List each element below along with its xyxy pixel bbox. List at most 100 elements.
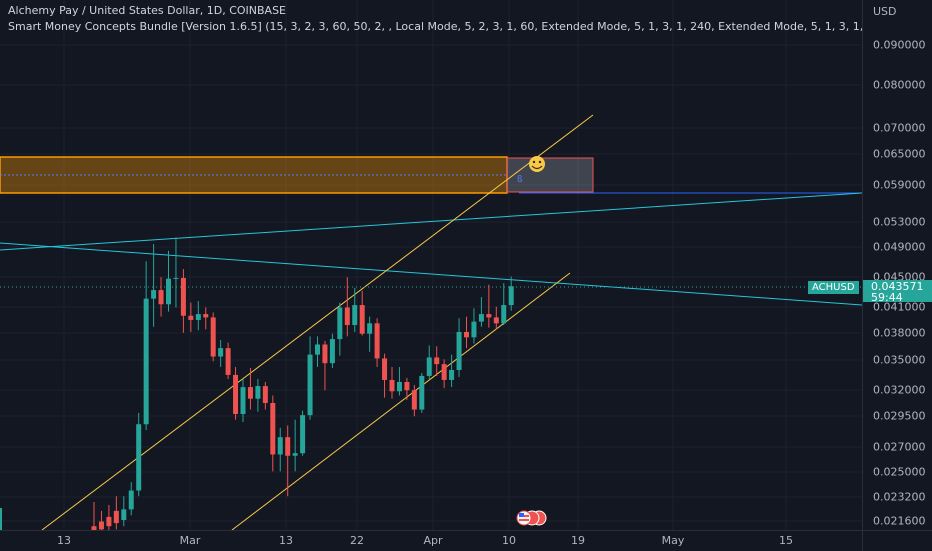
candle-body <box>292 453 298 456</box>
price-axis-label: 0.065000 <box>873 147 926 161</box>
price-axis-label: 0.049000 <box>873 240 926 254</box>
candle-body <box>0 508 2 530</box>
price-axis-label: 0.029500 <box>873 409 926 423</box>
candle-body <box>173 277 179 279</box>
symbol-price-tag: ACHUSD <box>808 281 859 294</box>
price-axis-label: 0.080000 <box>873 78 926 92</box>
time-axis-label: Apr <box>423 534 443 547</box>
candle-body <box>471 321 477 338</box>
symbol-legend-title[interactable]: Alchemy Pay / United States Dollar, 1D, … <box>8 4 287 17</box>
candle-body <box>307 354 313 416</box>
price-axis-label: 0.053000 <box>873 215 926 229</box>
candle-body <box>136 424 142 491</box>
candle-body <box>389 379 395 392</box>
time-axis-label: Mar <box>179 534 201 547</box>
candle-body <box>166 278 171 305</box>
candle-body <box>434 357 440 365</box>
time-axis-label: 13 <box>279 534 293 547</box>
chart-plot-area[interactable]: ß Alchemy Pay / United States Dollar, 1D… <box>0 0 862 530</box>
teal-upper-trend-line <box>0 192 862 251</box>
candle-body <box>374 323 380 359</box>
candle-body <box>262 386 268 403</box>
price-axis[interactable]: USD 0.090000 0.080000 0.070000 0.065000 0.05… <box>862 0 932 530</box>
price-axis-label: 0.070000 <box>873 121 926 135</box>
smiley-icon <box>529 156 545 172</box>
candle-body <box>218 348 224 357</box>
candle-body <box>225 348 231 375</box>
time-axis-label: May <box>661 534 685 547</box>
candle-body <box>247 387 253 399</box>
currency-label: USD <box>873 5 897 18</box>
candle-body <box>285 437 291 456</box>
teal-lower-trend-line <box>0 242 862 306</box>
axis-corner[interactable] <box>862 530 932 551</box>
candle-body <box>180 277 186 316</box>
candle-body <box>203 314 209 318</box>
candle-body <box>478 314 484 322</box>
indicator-legend[interactable]: Smart Money Concepts Bundle [Version 1.6… <box>8 20 862 33</box>
candle-body <box>382 358 388 380</box>
candle-body <box>329 339 335 364</box>
price-axis-label: 0.032000 <box>873 383 926 397</box>
price-axis-label: 0.027000 <box>873 440 926 454</box>
candle-body <box>240 387 246 415</box>
candle-body <box>486 314 492 318</box>
price-axis-label: 0.023200 <box>873 490 926 504</box>
channel-upper-line <box>41 114 594 530</box>
candle-body <box>91 526 97 530</box>
candle-body <box>98 521 104 530</box>
last-price-tag: 0.043571 59:44 <box>863 280 932 304</box>
time-axis-label: 15 <box>779 534 793 547</box>
price-axis-label: 0.041000 <box>873 300 926 314</box>
candle-body <box>344 307 350 326</box>
candle-body <box>158 290 164 305</box>
time-axis-label: 19 <box>571 534 585 547</box>
candle-body <box>508 286 514 306</box>
candle-body <box>501 305 507 324</box>
candle-body <box>419 375 425 410</box>
candle-body <box>367 323 373 334</box>
candle-body <box>411 390 417 410</box>
price-axis-label: 0.021600 <box>873 514 926 528</box>
candle-body <box>128 490 134 510</box>
time-axis-label: 13 <box>57 534 71 547</box>
candle-body <box>121 509 127 520</box>
candle-body <box>322 344 328 364</box>
candle-body <box>195 314 201 320</box>
chart-canvas[interactable]: ß <box>0 0 862 530</box>
candle-body <box>277 437 283 455</box>
candle-body <box>255 386 261 399</box>
price-axis-label: 0.090000 <box>873 38 926 52</box>
grid-lines <box>0 0 862 530</box>
last-price-value: 0.043571 <box>871 280 924 293</box>
candle-body <box>352 305 358 326</box>
candles <box>0 237 514 530</box>
candle-body <box>449 369 455 380</box>
candle-body <box>151 290 157 299</box>
order-block-extension <box>506 157 594 193</box>
candle-body <box>270 402 276 455</box>
price-axis-label: 0.025000 <box>873 465 926 479</box>
candle-body <box>464 331 469 338</box>
candle-body <box>456 331 462 370</box>
candle-body <box>113 510 119 524</box>
candle-body <box>441 364 447 380</box>
candle-body <box>188 315 194 320</box>
time-axis[interactable]: 13 Mar 13 22 Apr 10 19 May 15 <box>0 530 862 551</box>
price-axis-label: 0.059000 <box>873 178 926 192</box>
candle-body <box>233 374 239 415</box>
time-axis-label: 10 <box>502 534 516 547</box>
candle-body <box>359 305 365 334</box>
channel-lower-line <box>231 272 571 530</box>
zone-marker-text: ß <box>517 175 523 185</box>
price-axis-label: 0.038000 <box>873 326 926 340</box>
candle-body <box>315 344 320 355</box>
candle-body <box>210 317 216 357</box>
event-flags-icon[interactable] <box>516 510 547 526</box>
bar-countdown: 59:44 <box>871 291 903 304</box>
candle-body <box>337 307 343 340</box>
candle-body <box>396 381 402 392</box>
candle-body <box>426 357 432 376</box>
candle-body <box>143 298 149 425</box>
